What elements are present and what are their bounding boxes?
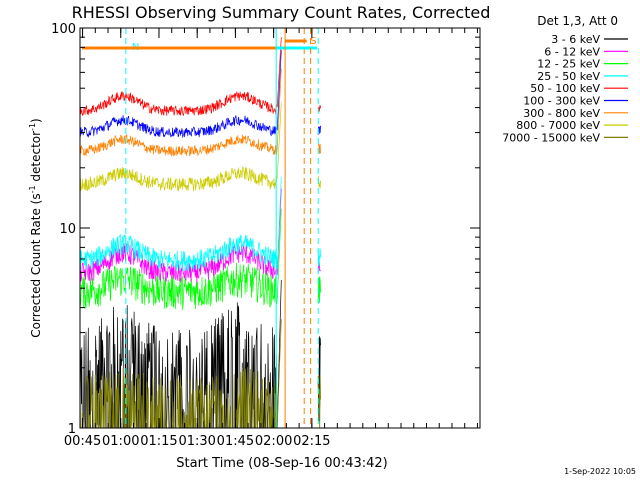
annotation-label: S [310, 36, 316, 47]
x-tick-label: 02:15 [293, 434, 330, 449]
legend-label: 50 - 100 keV [530, 82, 600, 95]
legend-label: 25 - 50 keV [537, 70, 600, 83]
series-line-tail [317, 143, 321, 154]
y-tick-label: 10 [59, 222, 76, 237]
series-line [79, 188, 282, 284]
series-line [79, 50, 282, 139]
series-layer [79, 37, 321, 429]
legend-label: 12 - 25 keV [537, 58, 600, 71]
series-line-tail [317, 276, 321, 303]
series-line [79, 176, 282, 272]
legend-label: 100 - 300 keV [523, 95, 600, 108]
legend-label: 3 - 6 keV [551, 33, 600, 46]
series-line [79, 102, 282, 192]
y-axis: 1 10 100 [51, 22, 480, 437]
y-tick-label: 1 [68, 422, 76, 437]
series-line [79, 37, 282, 116]
x-tick-label: 01:30 [178, 434, 215, 449]
x-tick-label: 01:45 [217, 434, 254, 449]
legend-title: Det 1,3, Att 0 [537, 14, 618, 28]
series-line-tail [317, 248, 321, 267]
legend-label: 300 - 800 keV [523, 107, 600, 120]
x-tick-label: 02:00 [255, 434, 292, 449]
x-tick-label: 00:45 [64, 434, 101, 449]
series-line-tail [317, 105, 321, 112]
footer-timestamp: 1-Sep-2022 10:05 [564, 467, 636, 476]
x-tick-label: 01:00 [102, 434, 139, 449]
legend-label: 7000 - 15000 keV [502, 131, 600, 144]
series-line [79, 68, 282, 157]
chart-title: RHESSI Observing Summary Count Rates, Co… [72, 3, 491, 22]
legend-label: 800 - 7000 keV [516, 119, 600, 132]
y-tick-label: 100 [51, 22, 76, 37]
x-axis: 00:45 01:00 01:15 01:30 01:45 02:00 02:15 [64, 28, 478, 449]
annotation-layer: NS [82, 28, 319, 428]
x-axis-label: Start Time (08-Sep-16 00:43:42) [176, 456, 387, 471]
series-line-tail [317, 375, 321, 429]
legend-label: 6 - 12 keV [544, 45, 600, 58]
series-line [79, 208, 282, 311]
series-line-tail [317, 125, 321, 135]
y-axis-label: Corrected Count Rate (s-1 detector-1) [28, 118, 43, 337]
x-tick-label: 01:15 [140, 434, 177, 449]
